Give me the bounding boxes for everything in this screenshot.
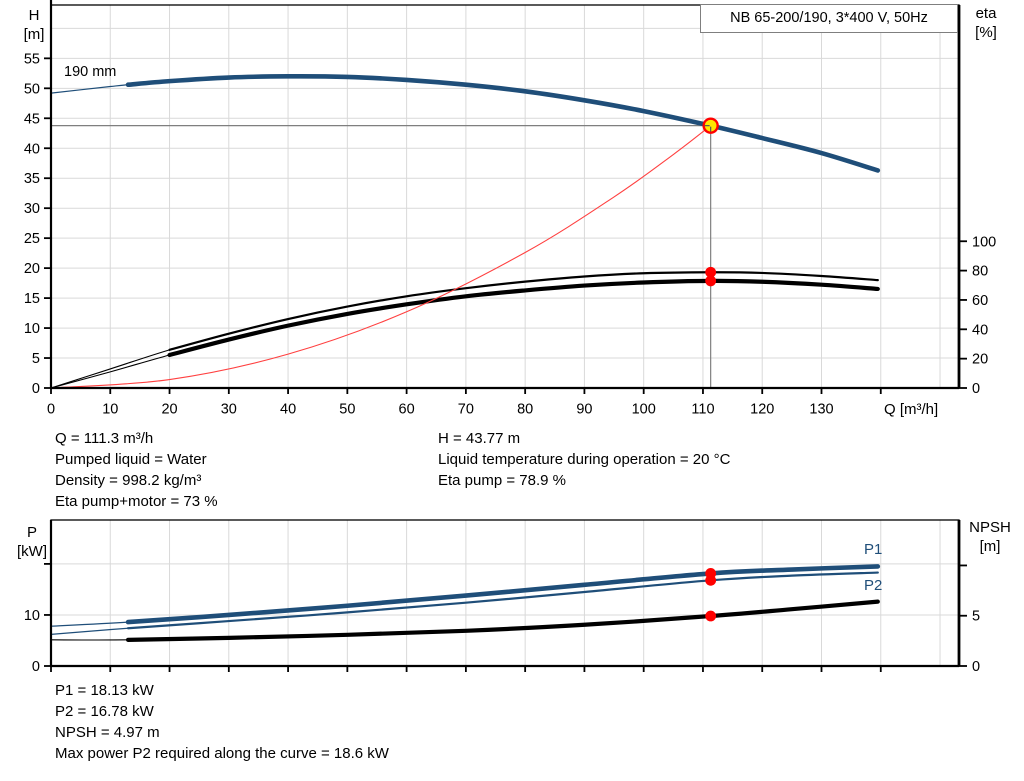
svg-text:0: 0	[972, 659, 980, 675]
svg-text:15: 15	[24, 291, 40, 307]
curve-value-marker	[705, 266, 717, 278]
q-axis-label: Q [m³/h]	[884, 401, 939, 418]
curve-value-marker	[705, 275, 717, 287]
info-liquid-temp: Liquid temperature during operation = 20…	[438, 451, 731, 468]
series-eta-pump	[50, 271, 879, 389]
series-head-curve-190mm	[50, 73, 881, 173]
chart-0: 0 10 20 30 40 50 60 70 80 90 100 110 120 130 0 5 10 15 20 2…	[24, 0, 996, 418]
series-npsh-curve	[50, 599, 880, 642]
svg-text:10: 10	[24, 608, 40, 624]
chart-title-box: NB 65-200/190, 3*400 V, 50Hz	[700, 4, 958, 33]
svg-text:80: 80	[517, 402, 533, 418]
info-density: Density = 998.2 kg/m³	[55, 472, 202, 489]
svg-text:0: 0	[32, 381, 40, 397]
svg-text:60: 60	[972, 293, 988, 309]
operating-point-marker[interactable]	[702, 117, 719, 134]
p1-curve-label: P1	[864, 541, 883, 558]
svg-text:35: 35	[24, 171, 40, 187]
svg-text:45: 45	[24, 111, 40, 127]
plot-border	[49, 519, 961, 668]
series-p1-power	[50, 564, 881, 627]
axis-ticks: 0 10 20 30 40 50 60 70 80 90 100 110 120 130 0 5 10 15 20 2…	[24, 51, 996, 417]
impeller-size-label: 190 mm	[64, 64, 117, 80]
info-p1: P1 = 18.13 kW	[55, 682, 154, 699]
svg-text:40: 40	[24, 141, 40, 157]
info-eta-pump: Eta pump = 78.9 %	[438, 472, 566, 489]
series-system-curve	[50, 125, 712, 389]
svg-text:5: 5	[972, 609, 980, 625]
svg-text:80: 80	[972, 264, 988, 280]
info-q: Q = 111.3 m³/h	[55, 430, 154, 447]
svg-text:5: 5	[32, 351, 40, 367]
series-eta-pump-motor	[50, 278, 880, 389]
svg-text:60: 60	[399, 402, 415, 418]
p2-curve-label: P2	[864, 577, 883, 594]
svg-text:20: 20	[972, 352, 988, 368]
curve-value-marker	[705, 610, 717, 622]
svg-text:70: 70	[458, 402, 474, 418]
svg-text:30: 30	[24, 201, 40, 217]
info-pumped-liquid: Pumped liquid = Water	[55, 451, 207, 468]
grid	[51, 5, 959, 388]
axis-ticks: 0 10 0 5	[24, 563, 980, 675]
h-axis-label: H [m]	[23, 7, 45, 43]
info-max-power: Max power P2 required along the curve = …	[55, 745, 389, 762]
svg-text:30: 30	[221, 402, 237, 418]
svg-text:130: 130	[809, 402, 833, 418]
svg-text:110: 110	[691, 402, 714, 418]
duty-point-crosshair	[51, 125, 712, 388]
p-axis-label: P [kW]	[17, 524, 47, 560]
plot-border	[49, 0, 961, 390]
svg-text:10: 10	[102, 402, 118, 418]
svg-text:90: 90	[576, 402, 592, 418]
npsh-axis-label: NPSH [m]	[969, 519, 1011, 555]
svg-text:20: 20	[161, 402, 177, 418]
svg-text:55: 55	[24, 51, 40, 67]
svg-text:50: 50	[24, 81, 40, 97]
svg-text:100: 100	[632, 402, 656, 418]
svg-text:50: 50	[339, 402, 355, 418]
operating-point-info-left: Q = 111.3 m³/h Pumped liquid = Water Den…	[55, 428, 218, 512]
svg-text:40: 40	[280, 402, 296, 418]
svg-text:20: 20	[24, 261, 40, 277]
info-eta-pump-motor: Eta pump+motor = 73 %	[55, 493, 218, 510]
series-p2-power	[50, 571, 879, 635]
svg-text:100: 100	[972, 234, 996, 250]
eta-axis-label: eta [%]	[975, 5, 997, 41]
svg-text:0: 0	[972, 381, 980, 397]
power-info-block: P1 = 18.13 kW P2 = 16.78 kW NPSH = 4.97 …	[55, 680, 389, 764]
svg-text:25: 25	[24, 231, 40, 247]
svg-text:40: 40	[972, 322, 988, 338]
grid	[51, 520, 959, 666]
svg-text:0: 0	[47, 402, 55, 418]
svg-text:120: 120	[750, 402, 774, 418]
curve-value-marker	[705, 574, 717, 586]
svg-text:0: 0	[32, 659, 40, 675]
operating-point-info-right: H = 43.77 m Liquid temperature during op…	[438, 428, 730, 491]
svg-text:10: 10	[24, 321, 40, 337]
chart-1: 0 10 0 5	[24, 519, 980, 675]
info-p2: P2 = 16.78 kW	[55, 703, 154, 720]
info-npsh: NPSH = 4.97 m	[55, 724, 160, 741]
info-h: H = 43.77 m	[438, 430, 521, 447]
